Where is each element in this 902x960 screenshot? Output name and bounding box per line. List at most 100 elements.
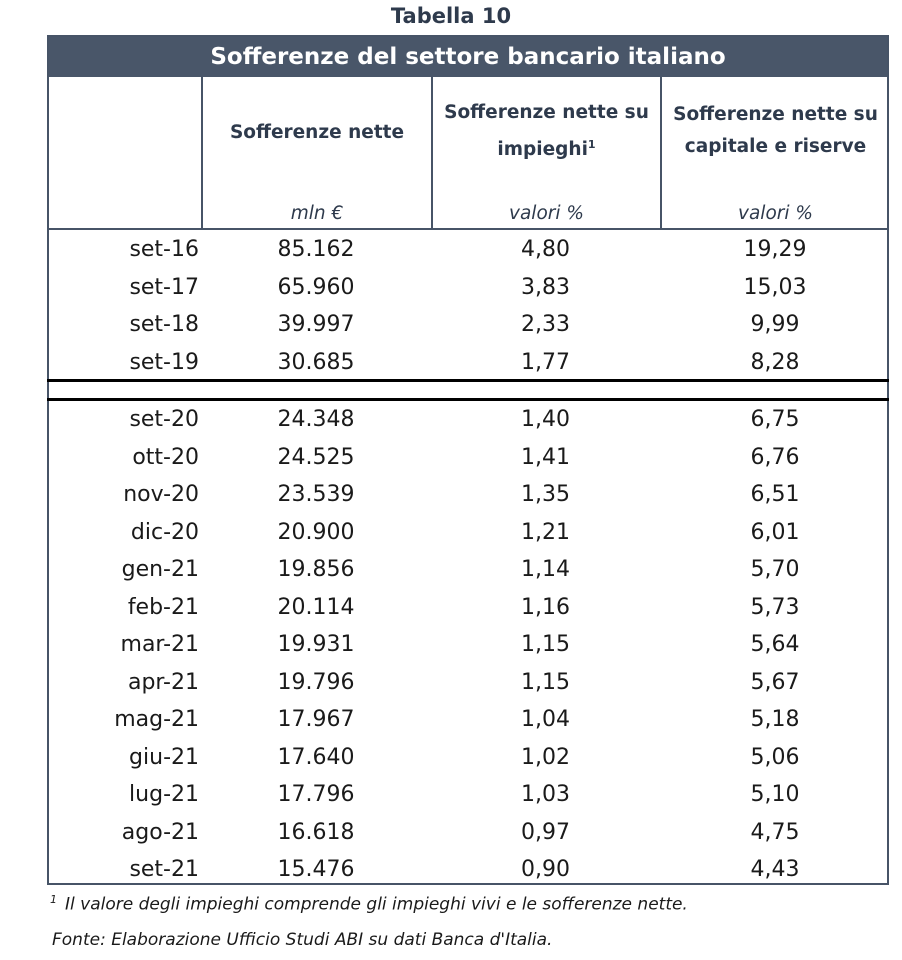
cell-npl-capital: 15,03: [743, 274, 807, 300]
table-row: set-21 15.476 0,90 4,43: [49, 851, 887, 889]
table-row: set-18 39.997 2,33 9,99: [49, 306, 887, 344]
table-row: dic-20 20.900 1,21 6,01: [49, 514, 887, 552]
table-row: mag-21 17.967 1,04 5,18: [49, 701, 887, 739]
cell-net-npl: 16.618: [277, 819, 355, 845]
header-net-npl-title: Sofferenze nette: [229, 122, 405, 143]
table-row: ago-21 16.618 0,97 4,75: [49, 814, 887, 852]
table-row: mar-21 19.931 1,15 5,64: [49, 626, 887, 664]
cell-npl-loans: 1,41: [521, 444, 570, 470]
cell-period: dic-20: [130, 519, 199, 545]
cell-npl-capital: 4,43: [750, 857, 800, 882]
cell-npl-loans: 1,15: [521, 669, 570, 695]
cell-npl-capital: 8,28: [750, 349, 800, 375]
cell-net-npl: 17.967: [277, 707, 355, 732]
cell-net-npl: 30.685: [277, 349, 355, 375]
header-npl-loans-unit: valori %: [509, 203, 584, 224]
cell-net-npl: 17.640: [277, 744, 355, 770]
table-body-group-2: set-20 24.348 1,40 6,75 ott-20 24.525 1,41 6,76…: [49, 401, 887, 889]
table-row: feb-21 20.114 1,16 5,73: [49, 589, 887, 627]
table-row: gen-21 19.856 1,14 5,70: [49, 551, 887, 589]
cell-npl-loans: 1,03: [521, 782, 570, 807]
cell-npl-capital: 6,51: [750, 482, 800, 507]
header-net-npl-unit: mln €: [290, 203, 344, 224]
header-npl-loans-title-2-wrap: impieghi1: [433, 129, 660, 166]
cell-period: lug-21: [129, 782, 199, 807]
cell-period: set-20: [129, 407, 199, 432]
cell-net-npl: 15.476: [277, 857, 355, 882]
cell-npl-capital: 5,06: [750, 744, 800, 770]
cell-period: nov-20: [123, 482, 199, 507]
cell-npl-loans: 1,04: [521, 707, 570, 732]
cell-period: mar-21: [120, 632, 199, 657]
header-npl-capital-unit: valori %: [738, 203, 813, 224]
cell-npl-capital: 5,64: [750, 632, 800, 657]
cell-period: set-21: [129, 857, 199, 882]
cell-npl-loans: 0,97: [521, 819, 570, 845]
cell-period: giu-21: [129, 744, 199, 770]
cell-npl-capital: 4,75: [750, 819, 800, 845]
cell-npl-capital: 19,29: [743, 237, 807, 262]
header-npl-loans: Sofferenze nette su impieghi1 valori %: [431, 77, 660, 228]
cell-period: ott-20: [132, 444, 199, 470]
cell-npl-loans: 1,35: [521, 482, 570, 507]
cell-period: set-18: [129, 312, 199, 337]
table-row: set-16 85.162 4,80 19,29: [49, 231, 887, 269]
footnote-text: Il valore degli impieghi comprende gli i…: [65, 894, 688, 915]
table-row: set-20 24.348 1,40 6,75: [49, 401, 887, 439]
cell-npl-loans: 1,14: [521, 557, 570, 582]
cell-npl-loans: 1,16: [521, 594, 570, 620]
header-npl-capital-title-1: Sofferenze nette su: [673, 104, 878, 125]
cell-npl-capital: 6,01: [750, 519, 800, 545]
header-period: [49, 77, 201, 228]
cell-net-npl: 23.539: [277, 482, 355, 507]
cell-net-npl: 20.114: [277, 594, 355, 620]
cell-net-npl: 19.931: [277, 632, 355, 657]
source-note: Fonte: Elaborazione Ufficio Studi ABI su…: [52, 930, 553, 950]
cell-npl-loans: 4,80: [521, 237, 570, 262]
data-table: Sofferenze del settore bancario italiano…: [47, 35, 889, 885]
cell-period: apr-21: [127, 669, 199, 695]
table-row: giu-21 17.640 1,02 5,06: [49, 739, 887, 777]
table-row: set-17 65.960 3,83 15,03: [49, 269, 887, 307]
cell-period: set-17: [129, 274, 199, 300]
cell-npl-loans: 0,90: [521, 857, 570, 882]
cell-npl-capital: 9,99: [750, 312, 800, 337]
cell-npl-capital: 5,73: [750, 594, 800, 620]
cell-npl-loans: 1,40: [521, 407, 570, 432]
cell-net-npl: 19.856: [277, 557, 355, 582]
cell-npl-loans: 1,15: [521, 632, 570, 657]
cell-period: feb-21: [127, 594, 199, 620]
cell-npl-capital: 5,70: [750, 557, 800, 582]
cell-npl-loans: 1,77: [521, 349, 570, 375]
cell-period: mag-21: [114, 707, 199, 732]
table-row: lug-21 17.796 1,03 5,10: [49, 776, 887, 814]
table-header: Sofferenze nette mln € Sofferenze nette …: [49, 77, 887, 230]
cell-period: gen-21: [121, 557, 199, 582]
table-title: Sofferenze del settore bancario italiano: [49, 37, 887, 77]
table-row: apr-21 19.796 1,15 5,67: [49, 664, 887, 702]
header-npl-loans-title-1: Sofferenze nette su: [444, 102, 649, 123]
cell-net-npl: 19.796: [277, 669, 355, 695]
cell-npl-loans: 1,02: [521, 744, 570, 770]
divider-top: [47, 379, 889, 382]
cell-net-npl: 65.960: [277, 274, 355, 300]
table-body-group-1: set-16 85.162 4,80 19,29 set-17 65.960 3,83 15,…: [49, 231, 887, 381]
cell-net-npl: 39.997: [277, 312, 355, 337]
cell-npl-capital: 6,75: [750, 407, 800, 432]
cell-period: set-19: [129, 349, 199, 375]
header-npl-capital: Sofferenze nette su capitale e riserve v…: [660, 77, 889, 228]
table-row: nov-20 23.539 1,35 6,51: [49, 476, 887, 514]
header-net-npl: Sofferenze nette mln €: [201, 77, 431, 228]
header-footnote-marker: 1: [587, 138, 596, 151]
table-label: Tabella 10: [390, 4, 512, 28]
cell-period: ago-21: [121, 819, 199, 845]
cell-npl-capital: 5,67: [750, 669, 800, 695]
cell-net-npl: 85.162: [277, 237, 355, 262]
cell-npl-loans: 2,33: [521, 312, 570, 337]
cell-period: set-16: [129, 237, 199, 262]
cell-net-npl: 24.525: [277, 444, 355, 470]
cell-net-npl: 20.900: [277, 519, 355, 545]
cell-npl-loans: 3,83: [521, 274, 570, 300]
cell-npl-capital: 5,18: [750, 707, 800, 732]
cell-npl-capital: 5,10: [750, 782, 800, 807]
